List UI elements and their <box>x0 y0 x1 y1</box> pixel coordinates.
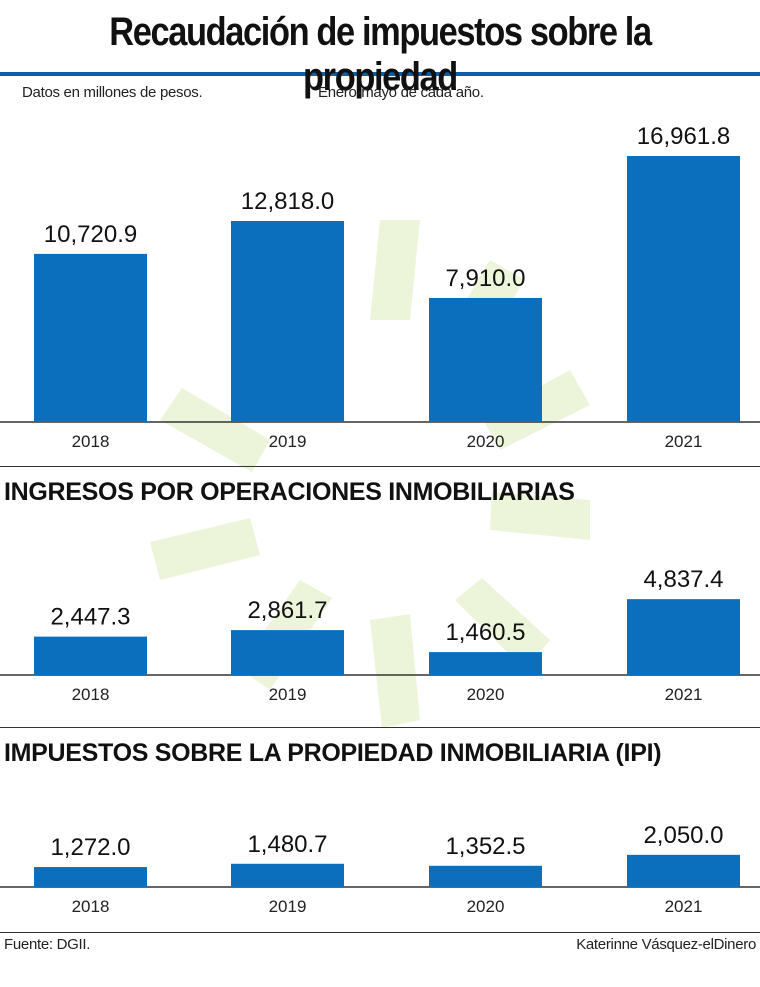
page-title: Recaudación de impuestos sobre la propie… <box>109 10 652 99</box>
title-bar: Recaudación de impuestos sobre la propie… <box>0 0 760 99</box>
data-label-2020: 1,460.5 <box>445 619 525 646</box>
author-credit: Katerinne Vásquez-elDinero <box>576 936 756 953</box>
bar-2019 <box>231 863 344 887</box>
bar-2018 <box>34 253 147 422</box>
data-label-2021: 2,050.0 <box>643 822 723 849</box>
bar-2021 <box>627 854 740 887</box>
section-divider <box>0 727 760 728</box>
tick-label-2019: 2019 <box>269 685 307 704</box>
tick-label-2019: 2019 <box>269 897 307 916</box>
tick-label-2020: 2020 <box>467 897 505 916</box>
tick-label-2021: 2021 <box>665 897 703 916</box>
data-label-2018: 1,272.0 <box>50 834 130 861</box>
units-note: Datos en millones de pesos. <box>22 84 203 101</box>
data-label-2019: 12,818.0 <box>241 188 334 215</box>
data-label-2021: 16,961.8 <box>637 123 730 150</box>
tick-label-2021: 2021 <box>665 432 703 451</box>
source-note: Fuente: DGII. <box>4 936 91 953</box>
tick-label-2018: 2018 <box>72 432 110 451</box>
bar-2020 <box>429 652 542 675</box>
data-label-2021: 4,837.4 <box>643 566 723 593</box>
bar-2021 <box>627 156 740 422</box>
footer-divider <box>0 932 760 933</box>
tick-label-2020: 2020 <box>467 685 505 704</box>
section-title-ingresos: INGRESOS POR OPERACIONES INMOBILIARIAS <box>4 478 575 506</box>
chart-ipi: 1,272.0 2018 1,480.7 2019 1,352.5 2020 2,050.0… <box>0 822 760 916</box>
data-label-2018: 10,720.9 <box>44 221 137 248</box>
tick-label-2021: 2021 <box>665 685 703 704</box>
section-divider <box>0 466 760 467</box>
data-label-2020: 1,352.5 <box>445 833 525 860</box>
data-label-2019: 2,861.7 <box>247 597 327 624</box>
data-label-2019: 1,480.7 <box>247 831 327 858</box>
section-title-ipi: IMPUESTOS SOBRE LA PROPIEDAD INMOBILIARI… <box>4 739 662 767</box>
bar-2020 <box>429 865 542 887</box>
bar-2019 <box>231 220 344 422</box>
tick-label-2020: 2020 <box>467 432 505 451</box>
tick-label-2019: 2019 <box>269 432 307 451</box>
bar-2019 <box>231 630 344 675</box>
tick-label-2018: 2018 <box>72 685 110 704</box>
bar-2018 <box>34 867 147 887</box>
bar-2020 <box>429 297 542 422</box>
data-label-2018: 2,447.3 <box>50 604 130 631</box>
chart-total-collection: 10,720.9 2018 12,818.0 2019 7,910.0 2020 16,96… <box>0 123 760 451</box>
tick-label-2018: 2018 <box>72 897 110 916</box>
bar-2018 <box>34 636 147 675</box>
bar-2021 <box>627 599 740 675</box>
period-note: Enero-mayo de cada año. <box>318 84 484 101</box>
data-label-2020: 7,910.0 <box>445 265 525 292</box>
chart-ingresos-operaciones: 2,447.3 2018 2,861.7 2019 1,460.5 2020 4,837.4… <box>0 566 760 704</box>
